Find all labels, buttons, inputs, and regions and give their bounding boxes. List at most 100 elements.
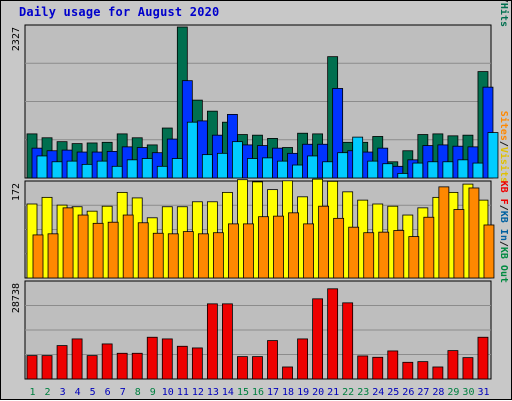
bar-pages-day-18: [292, 164, 303, 179]
x-tick-label-day-30: 30: [462, 387, 474, 398]
bar-kb-f-day-23: [357, 355, 369, 380]
bar-sites-day-9: [152, 232, 164, 279]
x-tick-label-day-13: 13: [207, 387, 219, 398]
x-tick-label-day-17: 17: [267, 387, 279, 398]
bar-sites-day-31: [483, 224, 495, 279]
legend-kbytes: KB F/KB In/KB Out: [498, 181, 509, 283]
bar-sites-day-4: [77, 214, 89, 279]
bar-pages-day-24: [382, 163, 394, 179]
legend-label-kbytes-3: /: [498, 241, 509, 247]
bar-kb-f-day-3: [56, 345, 68, 380]
bar-kb-f-day-26: [402, 361, 414, 380]
bar-kb-f-day-19: [297, 338, 308, 380]
bar-kb-f-day-2: [41, 355, 53, 380]
bar-sites-day-18: [288, 212, 299, 279]
x-tick-label-day-31: 31: [477, 387, 489, 398]
bar-kb-f-day-21: [327, 288, 339, 380]
bar-pages-day-30: [472, 162, 484, 179]
bar-kb-f-day-17: [267, 340, 278, 380]
x-tick-label-day-11: 11: [177, 387, 189, 398]
x-tick-label-day-1: 1: [30, 387, 36, 398]
bar-kb-f-day-12: [191, 347, 203, 380]
bar-sites-day-13: [212, 232, 224, 279]
legend-label-visits-sites-0: Sites: [498, 111, 510, 141]
bar-sites-day-5: [92, 222, 104, 279]
bar-sites-day-8: [137, 222, 149, 279]
bar-pages-day-17: [277, 160, 288, 179]
bar-pages-day-1: [36, 155, 48, 179]
x-tick-label-day-28: 28: [432, 387, 444, 398]
x-tick-label-day-9: 9: [150, 387, 156, 398]
bar-sites-day-26: [408, 236, 420, 279]
x-tick-label-day-25: 25: [387, 387, 399, 398]
bar-kb-f-day-8: [131, 352, 143, 380]
bar-pages-day-20: [322, 161, 334, 179]
x-tick-label-day-24: 24: [372, 387, 384, 398]
x-tick-label-day-22: 22: [342, 387, 354, 398]
bar-kb-f-day-11: [176, 345, 188, 380]
x-tick-label-day-4: 4: [75, 387, 81, 398]
x-tick-label-day-15: 15: [237, 387, 249, 398]
bar-pages-day-9: [156, 165, 168, 179]
bar-kb-f-day-22: [342, 302, 354, 380]
x-tick-label-day-19: 19: [297, 387, 309, 398]
bar-pages-day-22: [352, 136, 364, 179]
bar-pages-day-23: [367, 160, 379, 179]
bar-sites-day-17: [273, 215, 284, 279]
y-max-label-kbytes: 28738: [11, 283, 22, 313]
bar-pages-day-26: [412, 162, 424, 179]
bar-kb-f-day-9: [146, 336, 158, 380]
bar-pages-day-19: [307, 155, 318, 179]
bar-pages-day-4: [81, 163, 93, 179]
bar-sites-day-22: [348, 226, 360, 279]
bar-pages-day-2: [51, 161, 63, 179]
legend-label-visits-sites-2: Visits: [498, 147, 510, 183]
x-tick-label-day-14: 14: [222, 387, 234, 398]
bar-kb-f-day-30: [462, 357, 474, 380]
bar-kb-f-day-31: [477, 336, 489, 380]
bar-kb-f-day-29: [447, 350, 459, 380]
x-tick-label-day-6: 6: [105, 387, 111, 398]
bar-pages-day-25: [397, 173, 409, 179]
bar-pages-day-27: [427, 161, 439, 179]
legend-label-kbytes-0: KB F: [498, 181, 509, 205]
x-tick-label-day-23: 23: [357, 387, 369, 398]
bar-sites-day-28: [438, 186, 450, 279]
bar-sites-day-29: [453, 209, 465, 279]
bar-pages-day-11: [186, 121, 198, 179]
bar-sites-day-19: [303, 223, 314, 279]
bar-pages-day-21: [337, 152, 349, 179]
x-tick-label-day-26: 26: [402, 387, 414, 398]
bar-sites-day-20: [318, 205, 330, 279]
bar-pages-day-14: [232, 141, 243, 179]
x-tick-label-day-18: 18: [282, 387, 294, 398]
bar-sites-day-3: [62, 207, 74, 279]
legend-label-hits-files-pages-3: /: [498, 1, 509, 3]
bar-kb-f-day-10: [161, 338, 173, 380]
y-max-label-hits-files-pages: 2327: [11, 27, 22, 51]
chart-title: Daily usage for August 2020: [19, 5, 220, 19]
bar-pages-day-7: [126, 159, 138, 179]
x-tick-label-day-29: 29: [447, 387, 459, 398]
bar-kb-f-day-4: [71, 338, 83, 380]
x-tick-label-day-5: 5: [90, 387, 96, 398]
bar-sites-day-12: [197, 233, 209, 279]
bar-pages-day-12: [201, 154, 213, 179]
bar-kb-f-day-7: [116, 352, 128, 380]
x-tick-label-day-20: 20: [312, 387, 324, 398]
bar-sites-day-15: [243, 223, 254, 279]
bar-pages-day-16: [262, 157, 273, 179]
legend-label-kbytes-2: KB In: [498, 211, 509, 241]
bar-sites-day-21: [333, 217, 345, 279]
bar-sites-day-10: [167, 233, 179, 279]
x-tick-label-day-8: 8: [135, 387, 141, 398]
bar-kb-f-day-15: [237, 356, 248, 380]
bar-pages-day-13: [216, 152, 228, 179]
bar-sites-day-23: [363, 232, 375, 279]
bar-sites-day-14: [228, 223, 239, 279]
bar-kb-f-day-20: [312, 298, 324, 380]
bar-sites-day-7: [122, 214, 134, 279]
x-tick-label-day-16: 16: [252, 387, 264, 398]
